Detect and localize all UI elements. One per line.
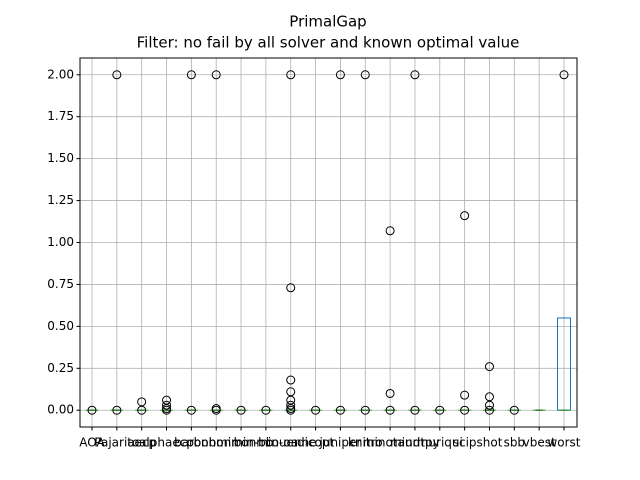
flier xyxy=(261,405,271,415)
chart-title: PrimalGap xyxy=(289,13,366,31)
flier xyxy=(385,405,395,415)
flier xyxy=(286,387,296,397)
x-tick-label: mindtpy xyxy=(390,436,440,450)
flier xyxy=(360,405,370,415)
flier xyxy=(137,397,147,407)
chart-subtitle: Filter: no fail by all solver and known … xyxy=(137,34,520,52)
y-tick-label: 1.75 xyxy=(47,109,74,123)
flier xyxy=(460,390,470,400)
x-tick-label: knitro xyxy=(348,436,383,450)
flier xyxy=(335,70,345,80)
plot-area: 0.00 0.25 0.50 0.75 1.00 1.25 1.50 1.75 2.00 AOAP… xyxy=(47,58,581,450)
y-tick-label: 0.50 xyxy=(47,319,74,333)
x-tick-label: shot xyxy=(477,436,503,450)
flier xyxy=(286,400,296,410)
x-tick-label: alphaecp xyxy=(139,436,194,450)
axes-frame xyxy=(79,57,578,428)
x-tick-label: scip xyxy=(453,436,477,450)
flier xyxy=(236,405,246,415)
x-tick-label: sbb xyxy=(504,436,526,450)
x-tick-label: Pajarito xyxy=(94,436,139,450)
x-tick-label: bonmin xyxy=(194,436,239,450)
flier xyxy=(87,405,97,415)
flier xyxy=(186,405,196,415)
flier xyxy=(385,226,395,236)
y-tick-label: 1.25 xyxy=(47,193,74,207)
flier xyxy=(286,70,296,80)
x-tick-label: vbest xyxy=(523,436,556,450)
y-tick-label: 0.75 xyxy=(47,277,74,291)
x-tick-label: bonmin-bb xyxy=(209,436,274,450)
x-tick-label: AOA xyxy=(79,436,105,450)
x-tick-label: dicopt xyxy=(297,436,335,450)
flier xyxy=(286,283,296,293)
flier xyxy=(435,405,445,415)
x-tick-label: muriqui xyxy=(417,436,463,450)
flier xyxy=(410,405,420,415)
x-tick-label: aecp xyxy=(127,436,156,450)
flier xyxy=(286,375,296,385)
flier xyxy=(211,70,221,80)
flier xyxy=(360,70,370,80)
flier xyxy=(211,404,221,414)
flier xyxy=(509,405,519,415)
y-tick-label: 1.00 xyxy=(47,235,74,249)
flier xyxy=(460,211,470,221)
flier xyxy=(410,70,420,80)
y-tick-label: 0.25 xyxy=(47,361,74,375)
flier xyxy=(484,392,494,402)
flier xyxy=(335,405,345,415)
flier xyxy=(112,405,122,415)
x-tick-label: couenne xyxy=(265,436,317,450)
flier xyxy=(460,405,470,415)
x-tick-label: baron xyxy=(174,436,209,450)
flier xyxy=(311,405,321,415)
flier xyxy=(484,362,494,372)
flier xyxy=(484,405,494,415)
x-tick-label: minotaur xyxy=(363,436,418,450)
x-tick-label: juniper xyxy=(319,436,362,450)
y-tick-label: 0.00 xyxy=(47,403,74,417)
flier xyxy=(162,400,172,410)
flier xyxy=(162,395,172,405)
x-tick-label: worst xyxy=(547,436,580,450)
y-tick-label: 1.50 xyxy=(47,151,74,165)
flier xyxy=(112,70,122,80)
x-tick-label: bonmin-oa xyxy=(234,436,298,450)
flier xyxy=(186,70,196,80)
y-tick-label: 2.00 xyxy=(47,67,74,81)
flier xyxy=(385,388,395,398)
flier xyxy=(559,70,569,80)
